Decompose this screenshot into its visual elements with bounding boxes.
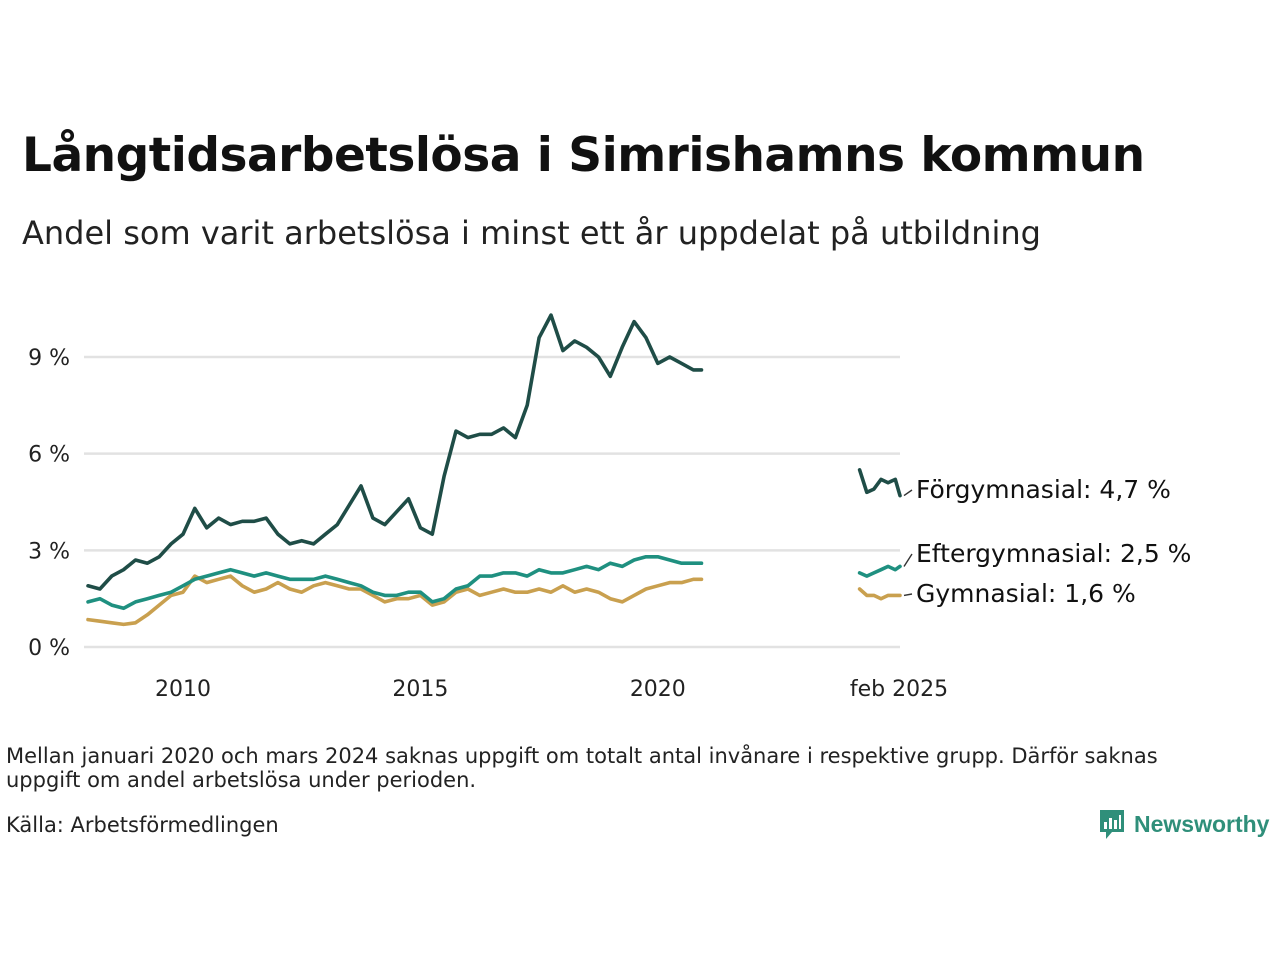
series-line-gymnasial <box>86 574 704 627</box>
series-line-förgymnasial <box>857 468 902 498</box>
footnote: Mellan januari 2020 och mars 2024 saknas… <box>6 744 1158 792</box>
chart-subtitle: Andel som varit arbetslösa i minst ett å… <box>22 214 1041 252</box>
brand-name: Newsworthy <box>1134 810 1270 837</box>
x-tick-label: 2015 <box>392 677 448 702</box>
series-line-förgymnasial <box>86 313 704 591</box>
end-labels: Förgymnasial: 4,7 % Eftergymnasial: 2,5 %… <box>903 475 1191 608</box>
chart-title: Långtidsarbetslösa i Simrishamns kommun <box>22 128 1145 183</box>
line-chart: 0 % 3 % 6 % 9 % 2010 2015 2020 feb 2025 Förgym… <box>28 313 1191 702</box>
x-tick-label: 2010 <box>155 677 211 702</box>
series-lines <box>86 313 902 627</box>
source-note: Källa: Arbetsförmedlingen <box>6 813 279 837</box>
bar-chart-logo-icon <box>1100 810 1124 839</box>
label-leader <box>903 593 913 597</box>
label-leader <box>903 553 913 567</box>
series-end-label: Gymnasial: 1,6 % <box>916 579 1136 608</box>
newsworthy-logo: Newsworthy <box>1098 808 1269 840</box>
series-end-label: Förgymnasial: 4,7 % <box>916 475 1171 504</box>
y-tick-label: 3 % <box>28 539 70 564</box>
x-axis-ticks: 2010 2015 2020 feb 2025 <box>155 677 948 702</box>
x-tick-label: feb 2025 <box>850 677 948 702</box>
y-tick-label: 9 % <box>28 346 70 371</box>
label-leader <box>903 489 913 497</box>
gridlines <box>84 355 900 649</box>
y-axis-ticks: 0 % 3 % 6 % 9 % <box>28 346 70 661</box>
series-line-eftergymnasial <box>857 564 902 578</box>
series-line-eftergymnasial <box>86 555 704 611</box>
y-tick-label: 6 % <box>28 443 70 468</box>
series-line-gymnasial <box>857 587 902 601</box>
x-tick-label: 2020 <box>630 677 686 702</box>
series-end-label: Eftergymnasial: 2,5 % <box>916 539 1191 568</box>
y-tick-label: 0 % <box>28 636 70 661</box>
